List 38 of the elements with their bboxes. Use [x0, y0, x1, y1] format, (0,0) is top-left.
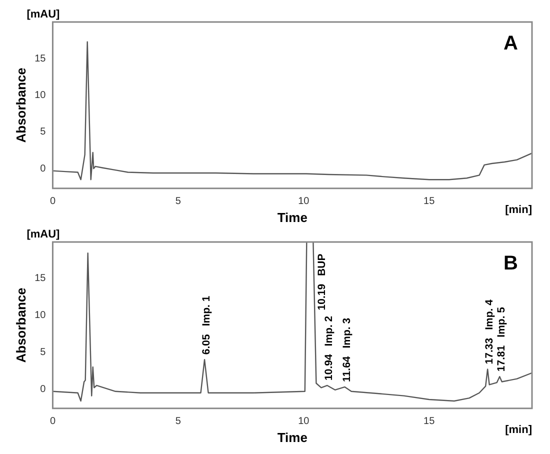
x-tick-label: 5 [175, 416, 182, 428]
annotation: Imp. 1 [200, 296, 213, 326]
x-tick-label: 10 [298, 416, 310, 428]
annotation: 6.05 [200, 334, 213, 355]
x-tick-label: 10 [298, 196, 310, 208]
annotation: BUP [316, 254, 328, 276]
text: A [504, 32, 518, 55]
text: [mAU] [26, 8, 60, 21]
y-tick-label: 15 [34, 272, 46, 284]
text: [min] [505, 204, 532, 216]
text: [mAU] [26, 228, 60, 241]
annotation: 11.64 [340, 356, 353, 382]
x-axis-title: Time [277, 430, 308, 445]
y-tick-label: 15 [34, 53, 46, 64]
x-tick-label: 15 [424, 416, 436, 428]
y-tick-label: 0 [40, 163, 46, 174]
y-axis-title: Absorbance [13, 68, 28, 143]
annotation: Imp. 4 [484, 299, 496, 330]
annotation: Imp. 2 [323, 316, 336, 346]
x-tick-label: 0 [50, 416, 56, 428]
y-tick-label: 0 [40, 384, 46, 395]
annotation: 17.33 [484, 338, 496, 364]
y-axis-title: Absorbance [13, 288, 28, 363]
annotation: 10.94 [323, 354, 336, 380]
y-tick-label: 5 [40, 346, 46, 358]
y-tick-label: 5 [40, 126, 46, 138]
text: B [504, 252, 518, 275]
text: [min] [505, 424, 532, 436]
x-tick-label: 0 [50, 196, 56, 208]
x-tick-label: 15 [424, 196, 436, 208]
y-tick-label: 10 [34, 90, 46, 102]
y-tick-label: 10 [34, 310, 46, 321]
x-axis-title: Time [277, 210, 308, 225]
annotation: Imp. 3 [340, 318, 353, 348]
annotation: 10.19 [316, 284, 328, 310]
annotation: 17.81 [496, 345, 508, 372]
annotation: Imp. 5 [496, 306, 508, 338]
x-tick-label: 5 [175, 196, 182, 208]
